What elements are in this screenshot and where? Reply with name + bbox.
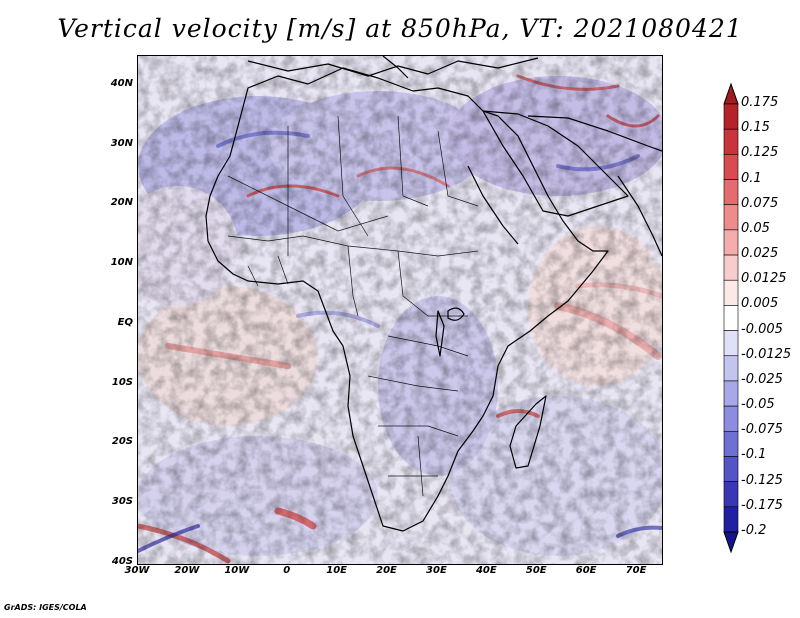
colorbar-swatch xyxy=(723,456,739,482)
colorbar-swatch xyxy=(723,128,739,155)
field-texture xyxy=(138,56,662,564)
colorbar-max-triangle xyxy=(723,82,739,105)
colorbar-level-label: 0.05 xyxy=(741,220,770,236)
colorbar-swatch xyxy=(723,179,739,206)
colorbar-level-label: -0.2 xyxy=(741,523,767,538)
colorbar-swatch xyxy=(723,330,739,357)
colorbar-swatch xyxy=(723,430,739,457)
colorbar-level-label: -0.175 xyxy=(741,497,783,513)
grads-credit: GrADS: IGES/COLA xyxy=(4,603,87,612)
lat-tick-label: 10S xyxy=(111,376,133,388)
chart-title: Vertical velocity [m/s] at 850hPa, VT: 2… xyxy=(57,14,743,43)
colorbar-level-label: -0.05 xyxy=(741,397,775,413)
colorbar-swatch xyxy=(723,103,739,130)
colorbar-swatch xyxy=(723,355,739,382)
colorbar-level-label: 0.005 xyxy=(741,296,779,312)
colorbar-swatch xyxy=(723,481,739,508)
colorbar-swatch xyxy=(723,204,739,231)
colorbar-swatch xyxy=(723,279,739,306)
colorbar-swatch xyxy=(723,506,739,533)
colorbar-level-label: 0.175 xyxy=(741,95,779,110)
lat-tick-label: 40S xyxy=(111,556,133,567)
vertical-velocity-map xyxy=(138,56,662,564)
lat-tick-label: 20N xyxy=(110,197,133,209)
lon-tick-label: 0 xyxy=(283,565,291,576)
colorbar-swatch xyxy=(723,154,739,180)
colorbar-level-label: -0.005 xyxy=(741,321,783,337)
lon-tick-label: 70E xyxy=(625,565,647,576)
lon-tick-label: 60E xyxy=(575,565,597,576)
colorbar-level-label: 0.025 xyxy=(741,246,779,262)
lon-tick-label: 30W xyxy=(124,565,150,576)
lat-tick-label: 10N xyxy=(110,257,133,269)
colorbar-swatch xyxy=(723,254,739,281)
colorbar-level-label: -0.125 xyxy=(741,472,783,488)
lat-tick-label: 30N xyxy=(110,137,133,149)
lat-tick-label: 40N xyxy=(110,77,133,89)
colorbar-min-triangle xyxy=(723,531,739,554)
colorbar-swatch xyxy=(723,380,739,407)
colorbar-swatch xyxy=(723,229,739,256)
map-panel xyxy=(137,55,663,565)
colorbar-level-label: 0.075 xyxy=(741,195,779,211)
lon-tick-label: 10W xyxy=(224,565,250,576)
colorbar-level-label: -0.0125 xyxy=(741,346,792,362)
colorbar-level-label: -0.075 xyxy=(741,422,783,438)
lon-tick-label: 20E xyxy=(376,565,397,576)
colorbar-level-label: -0.025 xyxy=(741,371,783,387)
colorbar-level-label: 0.15 xyxy=(741,120,770,136)
lon-tick-label: 20W xyxy=(174,565,200,576)
colorbar-swatch xyxy=(723,405,739,432)
lon-tick-label: 40E xyxy=(475,565,497,576)
lat-tick-label: EQ xyxy=(117,316,133,328)
colorbar-level-label: 0.0125 xyxy=(741,271,787,287)
colorbar-level-label: -0.1 xyxy=(741,447,767,463)
lon-tick-label: 10E xyxy=(326,565,347,576)
lon-tick-label: 30E xyxy=(426,565,447,576)
lon-tick-label: 50E xyxy=(525,565,547,576)
colorbar-swatch xyxy=(723,305,739,331)
colorbar-level-label: 0.125 xyxy=(741,145,779,161)
lat-tick-label: 20S xyxy=(111,436,133,448)
lat-tick-label: 30S xyxy=(111,496,133,508)
country-borders xyxy=(227,115,479,497)
coastlines xyxy=(205,56,662,532)
colorbar-level-label: 0.1 xyxy=(741,170,762,186)
